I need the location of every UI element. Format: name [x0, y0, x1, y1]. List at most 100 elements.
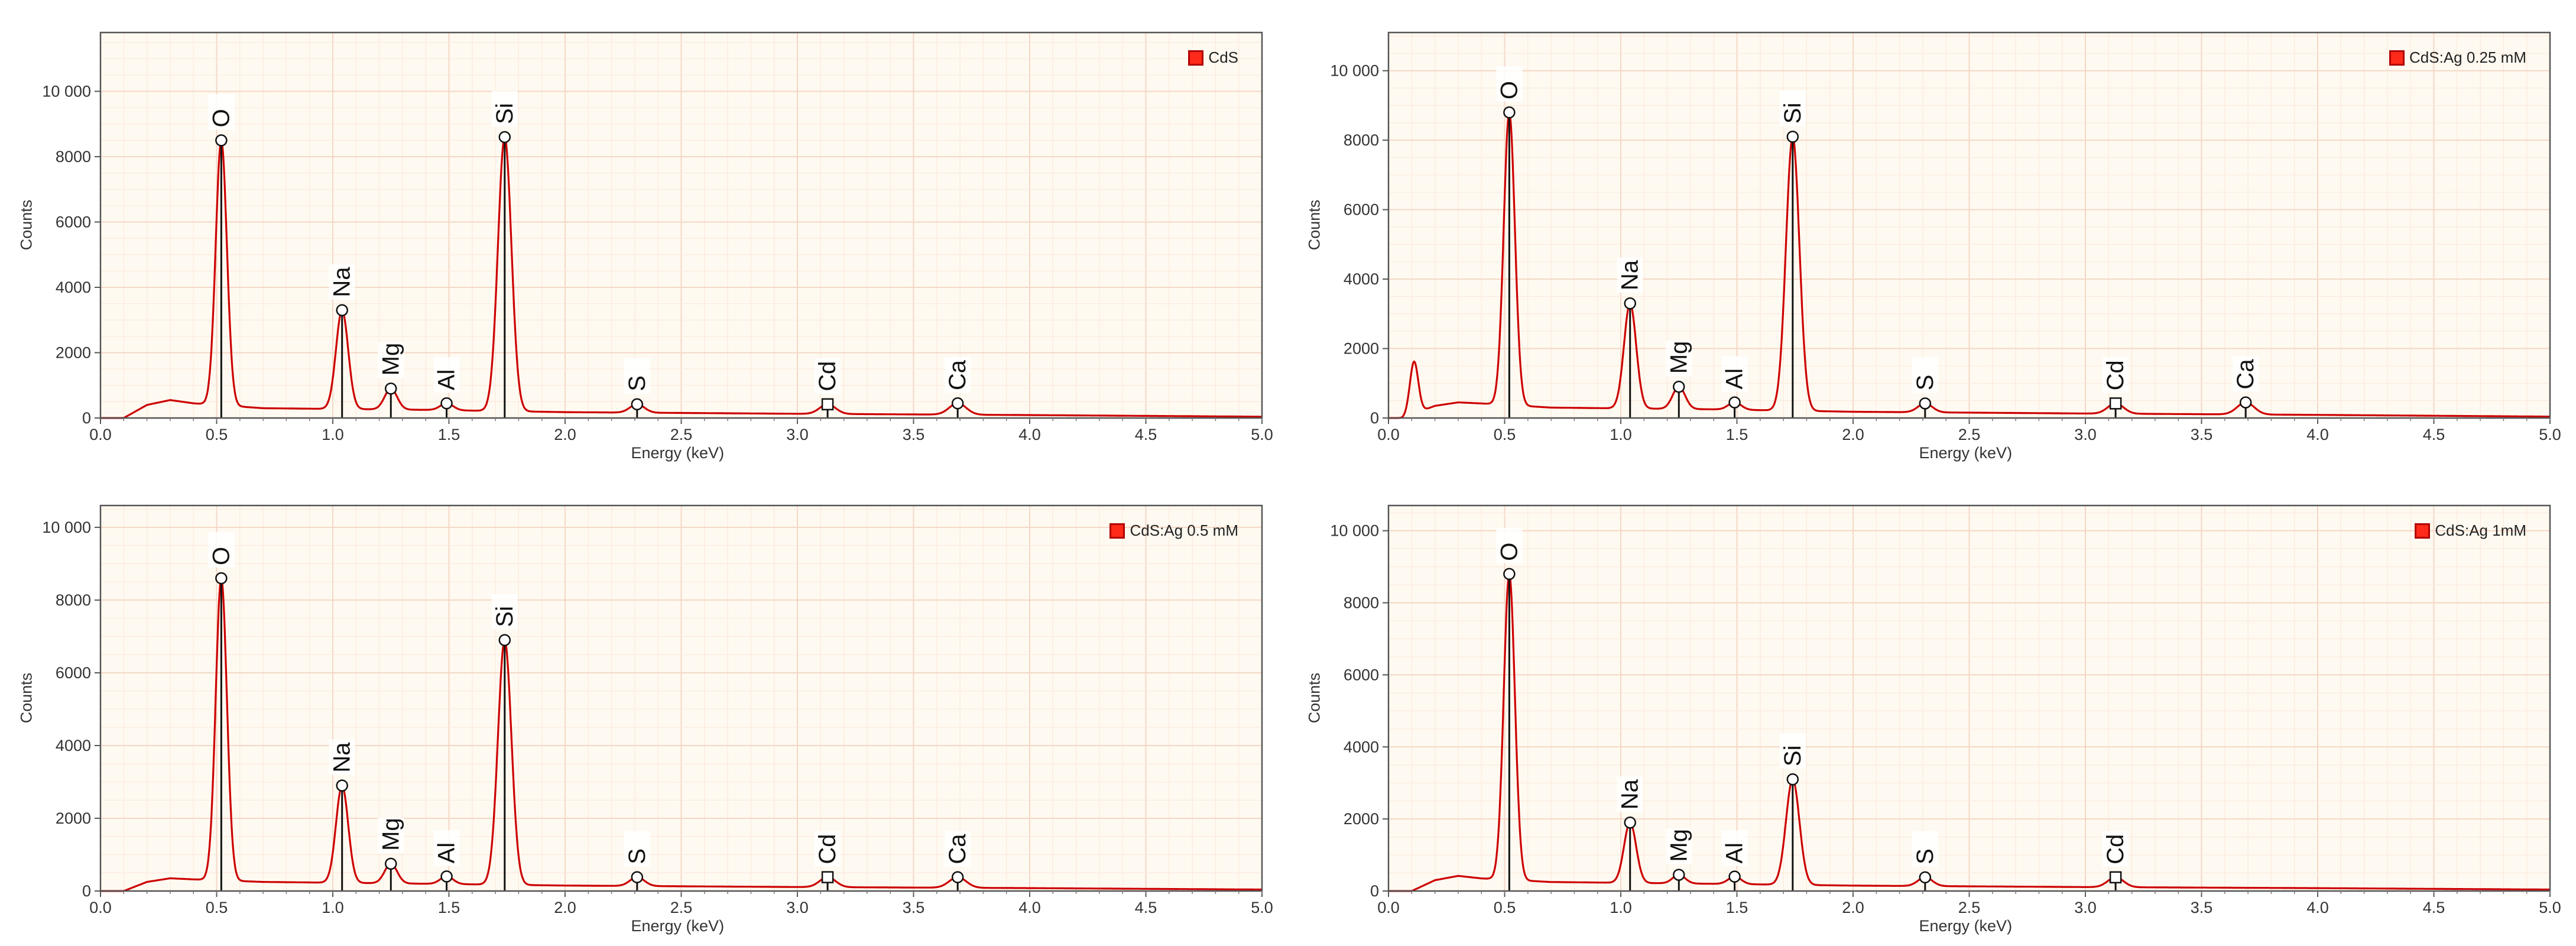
x-tick-label: 1.5 — [438, 899, 460, 916]
peak-o: O — [208, 532, 235, 891]
y-ticks: 0 2000 4000 6000 8000 10 000 — [42, 519, 100, 900]
peak-marker-circle — [440, 870, 453, 883]
peak-cd: Cd — [815, 831, 841, 891]
y-tick-label: 4000 — [56, 278, 91, 296]
peak-marker-circle — [1919, 871, 1932, 884]
x-axis-label: Energy (keV) — [631, 917, 725, 935]
x-tick-label: 2.0 — [1842, 426, 1864, 443]
legend-swatch — [1109, 523, 1125, 539]
legend-label: CdS:Ag 0.25 mM — [2409, 48, 2526, 66]
y-tick-label: 8000 — [1344, 131, 1379, 149]
peak-marker-circle — [385, 857, 397, 870]
x-tick-label: 0.5 — [206, 426, 228, 443]
y-tick-label: 6000 — [1344, 201, 1379, 219]
peak-label-bg — [378, 342, 404, 378]
eds-panel-cds-ag-0-25: O Na Mg Al Si S Cd Ca 0.0 0.5 1.0 1.5 2.0 2.5 3.0 3.5 4.… — [1288, 0, 2576, 473]
y-tick-label: 8000 — [1344, 594, 1379, 612]
legend: CdS:Ag 1mM — [2415, 521, 2526, 540]
peak-label: Mg — [1666, 829, 1692, 862]
x-tick-label: 2.0 — [554, 899, 576, 916]
y-axis-label: Counts — [1305, 199, 1323, 251]
peak-na: Na — [329, 264, 355, 418]
x-tick-label: 0.5 — [1494, 426, 1516, 443]
peak-label-bg — [329, 739, 355, 775]
x-tick-label: 2.0 — [1842, 899, 1864, 916]
x-tick-label: 0.0 — [89, 899, 112, 916]
y-tick-label: 2000 — [1344, 340, 1379, 358]
peak-label-bg — [433, 830, 460, 866]
peak-label-bg — [945, 357, 971, 393]
eds-panel-cds-ag-0-5: O Na Mg Al Si S Cd Ca 0.0 0.5 1.0 1.5 2.0 2.5 3.0 3.5 4.… — [0, 473, 1288, 946]
peak-cd: Cd — [2103, 831, 2129, 891]
peak-label-bg — [1912, 357, 1938, 393]
x-tick-label: 4.5 — [2423, 899, 2445, 916]
peak-marker-circle — [1728, 396, 1741, 409]
peak-marker-square — [821, 871, 834, 883]
peak-al: Al — [433, 830, 460, 891]
chart-svg: O Na Mg Al Si S Cd 0.0 0.5 1.0 1.5 2.0 2.5 3.0 3.5 4.0 4… — [1330, 504, 2561, 916]
peak-na: Na — [329, 739, 355, 891]
peak-label-bg — [2103, 357, 2129, 393]
peak-label-bg — [1666, 341, 1692, 377]
peak-o: O — [1496, 66, 1523, 418]
y-ticks: 0 2000 4000 6000 8000 10 000 — [1330, 522, 1388, 900]
peak-marker-circle — [336, 779, 348, 792]
peak-al: Al — [1721, 830, 1748, 891]
y-ticks: 0 2000 4000 6000 8000 10 000 — [1330, 62, 1388, 427]
peak-marker-circle — [1786, 130, 1799, 143]
peak-si: Si — [491, 90, 518, 418]
x-tick-label: 4.5 — [2423, 426, 2445, 443]
peak-ca: Ca — [945, 357, 971, 418]
x-axis-label: Energy (keV) — [1919, 444, 2013, 462]
peak-cd: Cd — [2103, 357, 2129, 418]
peak-label-bg — [2103, 831, 2129, 867]
peak-marker-circle — [385, 383, 397, 395]
chart-svg: O Na Mg Al Si S Cd Ca 0.0 0.5 1.0 1.5 2.0 2.5 3.0 3.5 4.… — [42, 31, 1273, 443]
x-tick-label: 1.5 — [1726, 899, 1748, 916]
peak-ca: Ca — [2233, 356, 2259, 418]
peak-marker-circle — [1624, 816, 1636, 829]
x-tick-label: 1.0 — [322, 899, 344, 916]
peak-label: Cd — [2103, 834, 2129, 864]
peak-label-bg — [208, 94, 235, 130]
peak-label: Al — [434, 843, 460, 864]
x-tick-label: 2.5 — [1958, 426, 1981, 443]
y-tick-label: 6000 — [56, 213, 91, 231]
peak-label-bg — [1617, 776, 1643, 812]
x-tick-label: 2.5 — [1958, 899, 1981, 916]
peak-si: Si — [1779, 90, 1806, 418]
peak-label: S — [624, 848, 650, 864]
peak-marker-circle — [631, 398, 644, 411]
x-tick-label: 5.0 — [2539, 426, 2561, 443]
peak-label: Si — [1780, 746, 1806, 767]
y-tick-label: 10 000 — [1330, 62, 1379, 80]
peak-marker-circle — [631, 871, 644, 883]
peak-label-bg — [208, 532, 235, 568]
peak-label: Ca — [2233, 359, 2259, 390]
peak-si: Si — [491, 594, 518, 891]
peak-marker-circle — [951, 397, 964, 410]
peak-marker-circle — [215, 134, 228, 147]
x-ticks: 0.0 0.5 1.0 1.5 2.0 2.5 3.0 3.5 4.0 4.5 5.0 — [89, 891, 1273, 916]
x-tick-label: 4.5 — [1135, 899, 1157, 916]
peak-cd: Cd — [815, 358, 841, 418]
y-tick-label: 4000 — [1344, 270, 1379, 288]
y-axis-label: Counts — [17, 199, 35, 251]
x-tick-label: 0.0 — [1377, 899, 1400, 916]
peak-label: O — [208, 109, 234, 127]
y-tick-label: 2000 — [56, 809, 91, 827]
peak-label: Cd — [815, 361, 841, 391]
x-tick-label: 3.5 — [2191, 426, 2213, 443]
peak-label: Na — [1617, 779, 1643, 809]
x-tick-label: 5.0 — [1251, 426, 1273, 443]
peak-label: Al — [434, 370, 460, 391]
x-tick-label: 1.0 — [1610, 426, 1632, 443]
y-tick-label: 4000 — [56, 737, 91, 754]
peak-o: O — [208, 94, 235, 418]
peak-label-bg — [329, 264, 355, 300]
peak-label: Ca — [945, 834, 971, 864]
peak-marker-circle — [336, 304, 348, 316]
peak-label-bg — [1779, 90, 1806, 127]
peak-s: S — [1912, 831, 1938, 891]
y-tick-label: 6000 — [1344, 666, 1379, 683]
